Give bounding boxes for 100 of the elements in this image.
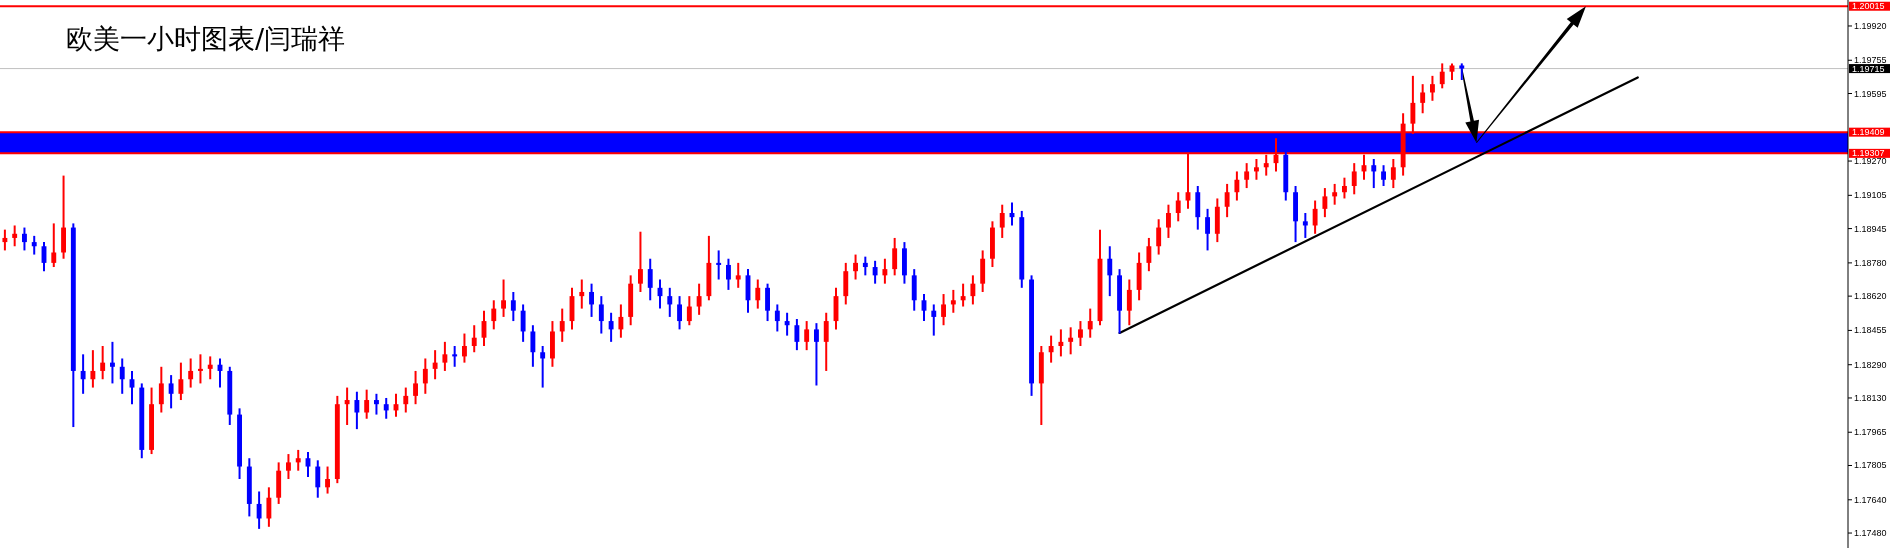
candlestick	[90, 349, 96, 389]
candlestick	[1058, 328, 1064, 358]
y-tick-label: 1.17965	[1854, 427, 1887, 438]
candlestick	[530, 324, 536, 368]
candlestick	[950, 288, 956, 314]
y-tick-label: 1.17805	[1854, 460, 1887, 471]
candlestick	[1322, 187, 1328, 219]
candlestick	[198, 353, 203, 385]
ref-line-label: 1.20015	[1852, 1, 1885, 12]
candlestick	[256, 490, 262, 530]
ref-line-label: 1.19715	[1852, 63, 1885, 74]
candlestick	[1439, 62, 1445, 90]
candlestick	[1244, 162, 1250, 190]
candlestick	[1302, 212, 1308, 239]
candlestick	[325, 465, 330, 495]
candlestick	[31, 234, 37, 256]
candlestick	[726, 257, 731, 291]
candlestick	[374, 392, 379, 416]
candlestick	[1430, 74, 1435, 102]
candlestick	[344, 386, 350, 426]
candlestick	[188, 357, 194, 389]
candlestick	[12, 224, 18, 248]
candlestick	[207, 355, 213, 381]
candlestick	[872, 259, 878, 285]
candlestick	[794, 317, 800, 352]
candlestick	[158, 365, 164, 414]
candlestick	[941, 293, 946, 327]
candlestick	[442, 340, 448, 372]
candlestick	[735, 261, 741, 289]
candlestick	[403, 386, 409, 414]
y-tick-label: 1.18780	[1854, 257, 1887, 268]
candlestick	[501, 278, 506, 318]
candlestick	[716, 249, 722, 281]
y-tick-label: 1.18455	[1854, 325, 1887, 336]
candlestick	[452, 345, 458, 368]
candlestick	[598, 295, 604, 335]
candlestick	[784, 311, 790, 337]
candlestick	[677, 295, 682, 331]
candlestick	[168, 374, 174, 410]
candlestick	[295, 448, 301, 472]
candlestick	[579, 278, 585, 310]
candlestick	[100, 345, 106, 381]
candlestick	[647, 257, 653, 302]
candlestick	[686, 295, 692, 327]
candlestick	[51, 222, 57, 269]
y-tick-label: 1.19755	[1854, 55, 1887, 66]
candlestick	[1107, 245, 1113, 298]
candlestick	[608, 311, 614, 343]
y-tick-label: 1.18945	[1854, 223, 1887, 234]
text: 欧美一小时图表/闫瑞祥	[66, 23, 346, 54]
y-tick-label: 1.19920	[1854, 20, 1887, 31]
y-tick-label: 1.17640	[1854, 494, 1887, 505]
candlestick	[1175, 191, 1181, 223]
candlestick	[862, 255, 868, 277]
candlestick	[667, 286, 673, 318]
candlestick	[80, 353, 86, 395]
candlestick	[520, 303, 526, 343]
candlestick	[853, 253, 858, 281]
candlestick	[1205, 207, 1210, 252]
candlestick	[696, 282, 702, 316]
candlestick	[540, 345, 546, 389]
candlestick	[315, 459, 321, 499]
y-tick-label: 1.19270	[1854, 156, 1887, 167]
candlestick	[1312, 199, 1318, 235]
candlestick	[1224, 182, 1230, 219]
candlestick	[1234, 170, 1240, 202]
candlestick	[1351, 162, 1357, 196]
candlestick	[774, 303, 780, 333]
candlestick	[1342, 176, 1347, 200]
y-tick-label: 1.19105	[1854, 190, 1887, 201]
candlestick	[1332, 182, 1338, 206]
candlestick	[804, 320, 810, 352]
candlestick	[364, 388, 370, 420]
ref-line-label: 1.19409	[1852, 127, 1885, 138]
candlestick	[462, 332, 467, 364]
candlestick	[1087, 307, 1093, 339]
y-tick-label: 1.19595	[1854, 88, 1887, 99]
candlestick	[755, 278, 761, 310]
candlestick	[823, 311, 829, 372]
candlestick	[354, 390, 360, 431]
candlestick	[1078, 320, 1083, 348]
candlestick	[413, 369, 418, 406]
candlestick	[383, 396, 389, 420]
candlestick	[970, 274, 976, 306]
y-tick-label: 1.18130	[1854, 392, 1887, 403]
candlestick	[432, 349, 438, 381]
candlestick	[1146, 236, 1152, 273]
candlestick	[1048, 334, 1054, 364]
candlestick	[1420, 83, 1426, 115]
y-tick-label: 1.18620	[1854, 291, 1887, 302]
candlestick	[22, 226, 27, 252]
candlestick	[266, 486, 272, 528]
candlestick	[814, 322, 819, 387]
candlestick	[110, 340, 115, 385]
candlestick	[1381, 164, 1386, 187]
candlestick	[286, 453, 291, 481]
candlestick	[1156, 218, 1162, 256]
candlestick	[638, 230, 643, 293]
candlestick	[1390, 157, 1396, 190]
candlestick	[931, 303, 937, 337]
